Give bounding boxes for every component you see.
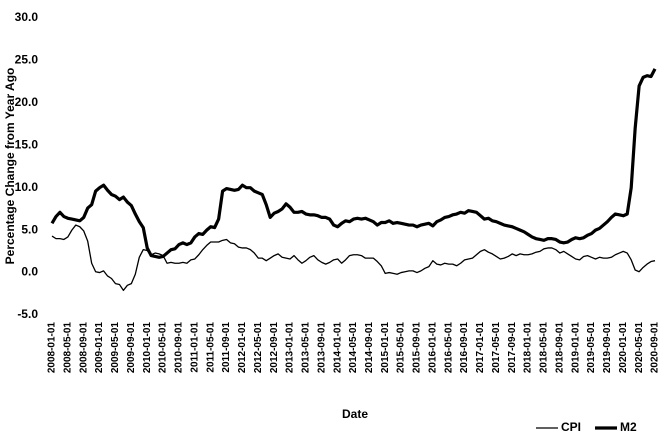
x-tick-label: 2012-01-01 <box>237 322 248 374</box>
x-tick-label: 2016-05-01 <box>443 322 454 374</box>
x-tick-label: 2011-05-01 <box>205 322 216 373</box>
x-tick-label: 2015-01-01 <box>380 322 391 374</box>
x-tick-label: 2017-09-01 <box>507 322 518 374</box>
y-tick-label: 20.0 <box>15 95 39 109</box>
x-tick-label: 2008-01-01 <box>47 322 58 374</box>
legend-label: M2 <box>620 420 637 434</box>
x-tick-label: 2017-05-01 <box>491 322 502 374</box>
x-tick-label: 2009-01-01 <box>94 322 105 374</box>
line-series <box>51 224 656 292</box>
y-tick-label: 0.0 <box>21 265 38 279</box>
x-tick-label: 2019-09-01 <box>602 322 613 374</box>
x-tick-label: 2014-09-01 <box>364 322 375 374</box>
x-tick-label: 2020-05-01 <box>634 322 645 374</box>
x-tick-label: 2010-01-01 <box>142 322 153 374</box>
x-tick-label: 2008-09-01 <box>78 322 89 374</box>
x-tick-label: 2016-09-01 <box>459 322 470 374</box>
x-tick-label: 2011-01-01 <box>189 322 200 373</box>
y-tick-label: -5.0 <box>17 307 38 321</box>
x-tick-label: 2009-05-01 <box>110 322 121 374</box>
x-tick-label: 2015-05-01 <box>396 322 407 374</box>
x-tick-label: 2020-09-01 <box>650 322 661 374</box>
x-tick-label: 2018-01-01 <box>523 322 534 374</box>
x-tick-label: 2018-09-01 <box>554 322 565 374</box>
y-tick-label: 25.0 <box>15 53 39 67</box>
x-tick-label: 2012-05-01 <box>253 322 264 374</box>
y-axis-title: Percentage Change from Year Ago <box>3 68 17 265</box>
x-tick-label: 2017-01-01 <box>475 322 486 374</box>
x-tick-label: 2009-09-01 <box>126 322 137 374</box>
x-tick-label: 2012-09-01 <box>269 322 280 374</box>
x-tick-label: 2014-01-01 <box>332 322 343 374</box>
x-tick-label: 2016-01-01 <box>427 322 438 374</box>
y-tick-label: 30.0 <box>15 10 39 24</box>
x-tick-label: 2015-09-01 <box>412 322 423 374</box>
x-tick-label: 2014-05-01 <box>348 322 359 374</box>
x-tick-label: 2008-05-01 <box>63 322 74 374</box>
x-tick-label: 2019-01-01 <box>570 322 581 374</box>
x-tick-label: 2010-09-01 <box>174 322 185 374</box>
y-tick-label: 15.0 <box>15 137 39 151</box>
y-tick-label: 10.0 <box>15 180 39 194</box>
x-tick-label: 2011-09-01 <box>221 322 232 373</box>
x-axis-title: Date <box>342 407 368 421</box>
x-tick-label: 2019-05-01 <box>586 322 597 374</box>
y-tick-label: 5.0 <box>21 222 38 236</box>
x-tick-label: 2020-01-01 <box>618 322 629 374</box>
x-tick-label: 2013-01-01 <box>285 322 296 374</box>
x-tick-label: 2010-05-01 <box>158 322 169 374</box>
x-tick-label: 2018-05-01 <box>539 322 550 374</box>
x-tick-label: 2013-05-01 <box>301 322 312 374</box>
line-series <box>50 68 657 259</box>
legend-label: CPI <box>561 420 581 434</box>
x-tick-label: 2013-09-01 <box>316 322 327 374</box>
